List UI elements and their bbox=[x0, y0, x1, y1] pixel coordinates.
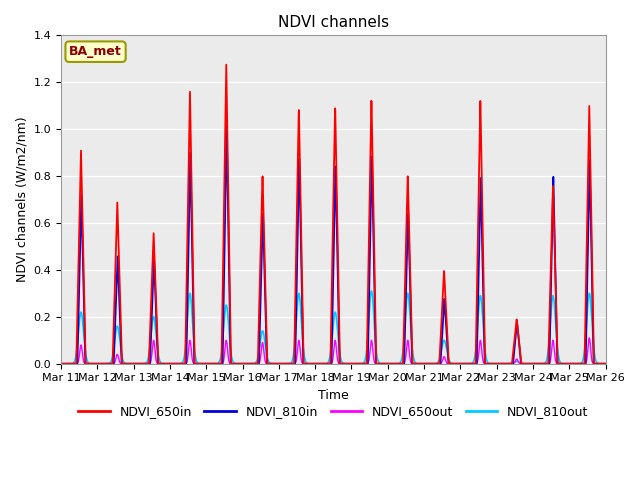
NDVI_650out bbox=[586, 335, 593, 341]
NDVI_810in bbox=[532, 361, 540, 367]
NDVI_810out bbox=[591, 355, 599, 360]
NDVI_810out bbox=[532, 361, 540, 367]
Legend: NDVI_650in, NDVI_810in, NDVI_650out, NDVI_810out: NDVI_650in, NDVI_810in, NDVI_650out, NDV… bbox=[74, 400, 593, 423]
Line: NDVI_650out: NDVI_650out bbox=[61, 338, 605, 364]
NDVI_650out bbox=[602, 361, 609, 367]
NDVI_810in bbox=[152, 293, 159, 299]
NDVI_650in bbox=[152, 281, 159, 287]
NDVI_650out bbox=[266, 361, 274, 367]
NDVI_810in bbox=[223, 122, 230, 128]
NDVI_650in bbox=[119, 361, 127, 367]
NDVI_810out bbox=[290, 352, 298, 358]
NDVI_650out bbox=[591, 361, 599, 367]
NDVI_650in bbox=[266, 361, 274, 367]
NDVI_650in bbox=[532, 361, 540, 367]
NDVI_650out bbox=[532, 361, 540, 367]
Text: BA_met: BA_met bbox=[69, 45, 122, 58]
NDVI_810in bbox=[602, 361, 609, 367]
NDVI_810out bbox=[57, 361, 65, 367]
NDVI_810out bbox=[266, 360, 274, 366]
NDVI_810in bbox=[57, 361, 65, 367]
NDVI_810in bbox=[290, 361, 298, 367]
NDVI_810out bbox=[367, 288, 375, 294]
NDVI_650in bbox=[591, 361, 599, 367]
Line: NDVI_810in: NDVI_810in bbox=[61, 125, 605, 364]
Line: NDVI_650in: NDVI_650in bbox=[61, 65, 605, 364]
X-axis label: Time: Time bbox=[318, 389, 349, 402]
NDVI_650in bbox=[602, 361, 609, 367]
Title: NDVI channels: NDVI channels bbox=[278, 15, 389, 30]
NDVI_650out bbox=[119, 361, 127, 367]
NDVI_810out bbox=[119, 358, 127, 363]
Line: NDVI_810out: NDVI_810out bbox=[61, 291, 605, 364]
NDVI_650out bbox=[290, 361, 298, 367]
NDVI_650out bbox=[57, 361, 65, 367]
NDVI_650out bbox=[152, 352, 159, 358]
NDVI_650in bbox=[290, 361, 298, 367]
NDVI_810in bbox=[119, 361, 127, 367]
NDVI_810in bbox=[591, 361, 599, 367]
NDVI_810out bbox=[152, 324, 159, 330]
NDVI_810out bbox=[602, 361, 609, 367]
NDVI_650in bbox=[57, 361, 65, 367]
NDVI_810in bbox=[266, 361, 274, 367]
NDVI_650in bbox=[223, 62, 230, 68]
Y-axis label: NDVI channels (W/m2/nm): NDVI channels (W/m2/nm) bbox=[15, 117, 28, 282]
